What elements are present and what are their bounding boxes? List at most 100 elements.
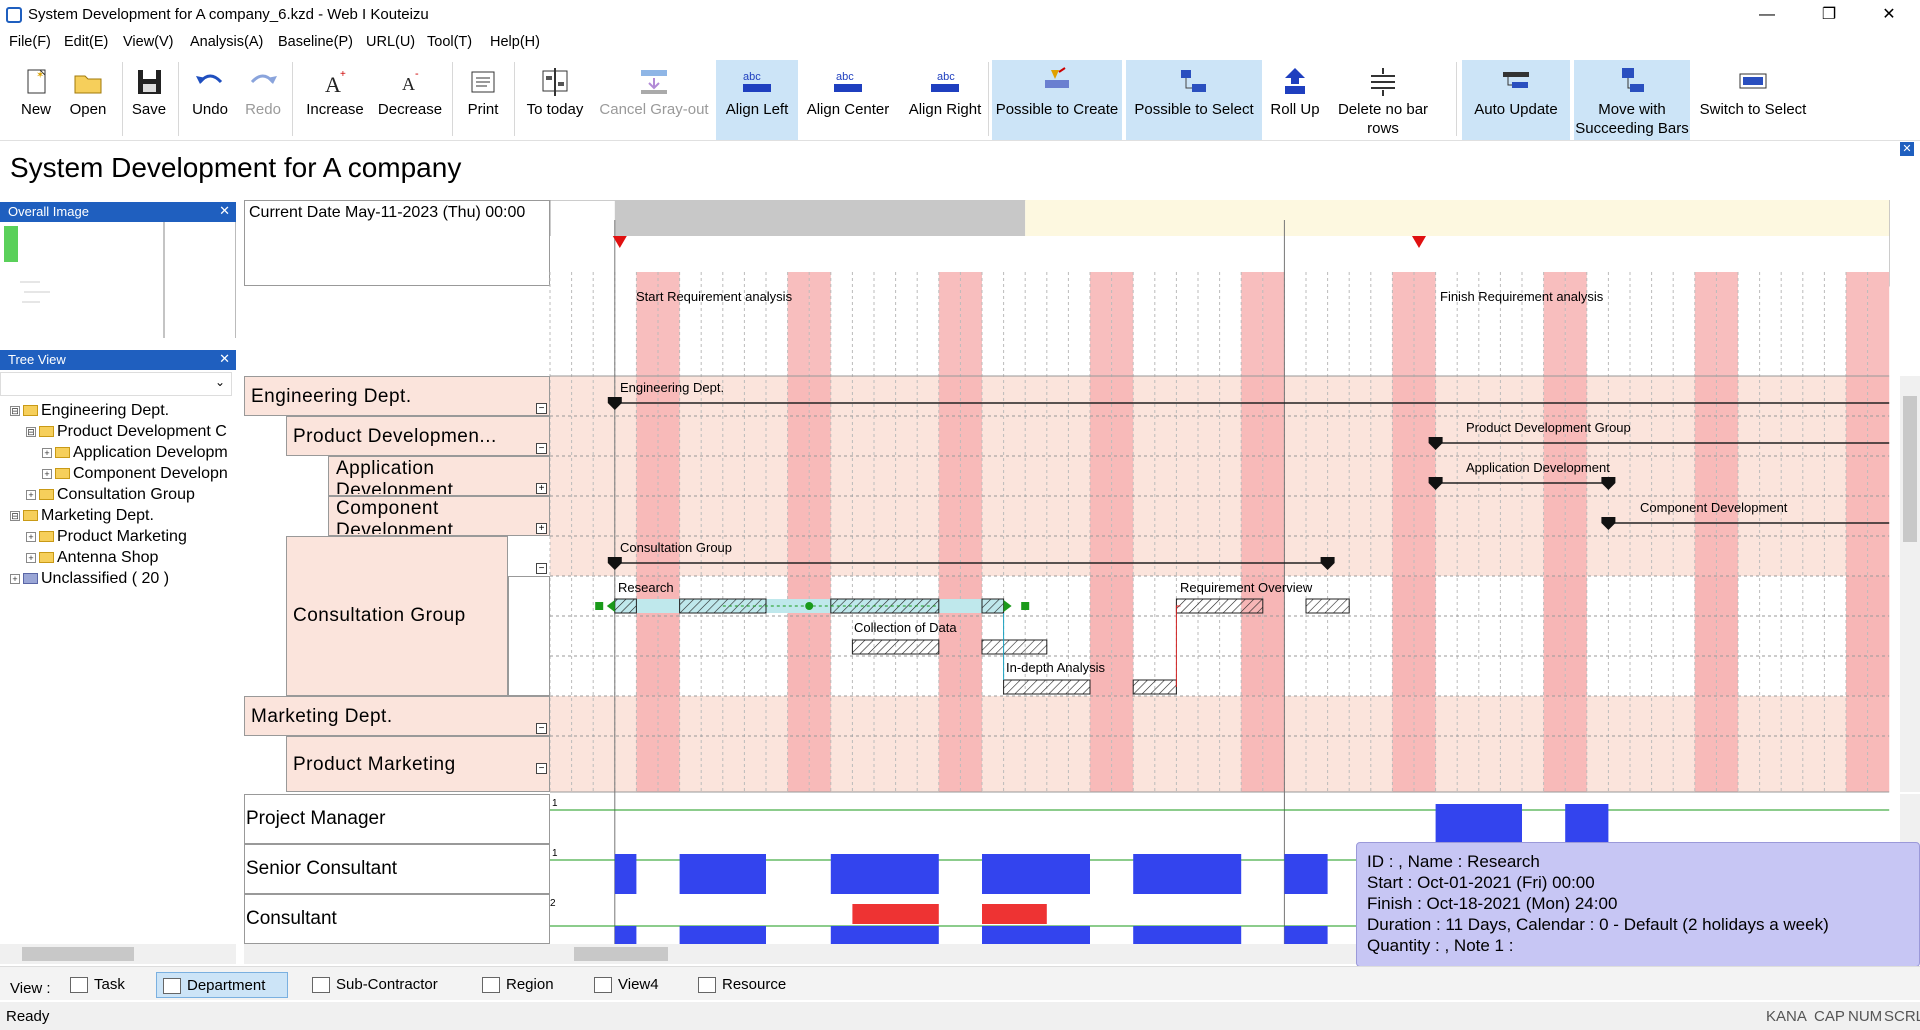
- align-left-button[interactable]: abc Align Left: [716, 60, 798, 140]
- view-tab-view4[interactable]: View4: [588, 972, 668, 998]
- minimize-button[interactable]: —: [1759, 6, 1775, 23]
- day-cell[interactable]: 31: [1262, 236, 1285, 254]
- tree-view-dropdown[interactable]: ⌄: [0, 372, 232, 396]
- day-cell[interactable]: 10: [1478, 236, 1501, 254]
- switch-to-select-button[interactable]: Switch to Select: [1692, 60, 1814, 140]
- chart-vertical-scrollbar[interactable]: [1900, 376, 1920, 792]
- open-button[interactable]: Open: [64, 60, 112, 140]
- align-center-button[interactable]: abc Align Center: [802, 60, 894, 140]
- view-tab-task[interactable]: Task: [64, 972, 144, 998]
- increase-button[interactable]: A + Increase: [300, 60, 370, 140]
- expand-icon[interactable]: +: [10, 573, 20, 584]
- menu-view[interactable]: View(V): [123, 34, 174, 50]
- expand-icon[interactable]: +: [26, 552, 36, 563]
- day-cell[interactable]: 19: [1673, 236, 1695, 254]
- day-cell[interactable]: 29: [571, 236, 594, 254]
- collapse-icon[interactable]: ⊟: [10, 405, 20, 416]
- collapse-icon[interactable]: −: [536, 563, 547, 574]
- tree-view-close-button[interactable]: ✕: [219, 351, 230, 366]
- tree-node-consultation-group[interactable]: + Consultation Group: [26, 484, 195, 505]
- day-cell[interactable]: 6: [1392, 236, 1414, 254]
- day-cell[interactable]: 7: [1414, 236, 1436, 254]
- day-cell[interactable]: 20: [1694, 236, 1717, 254]
- resource-row-consultant[interactable]: [244, 894, 550, 944]
- day-cell[interactable]: 12: [852, 236, 874, 254]
- row-consultation-group[interactable]: [286, 536, 508, 696]
- new-button[interactable]: ✶ New: [12, 60, 60, 140]
- day-cell[interactable]: 25: [1133, 236, 1155, 254]
- day-cell[interactable]: 26: [1154, 236, 1177, 254]
- day-cell[interactable]: 9: [1457, 236, 1479, 254]
- day-cell[interactable]: 11: [830, 236, 853, 254]
- day-cell[interactable]: 14: [895, 236, 918, 254]
- scroll-thumb[interactable]: [1903, 396, 1917, 542]
- day-cell[interactable]: 22: [1068, 236, 1090, 254]
- day-cell[interactable]: 13: [1543, 236, 1566, 254]
- menu-analysis[interactable]: Analysis(A): [190, 34, 264, 50]
- day-cell[interactable]: 8: [766, 236, 788, 254]
- roll-up-button[interactable]: Roll Up: [1264, 60, 1326, 140]
- tree-node-component-development[interactable]: + Component Developn: [42, 463, 228, 484]
- day-cell[interactable]: 21: [1046, 236, 1069, 254]
- day-cell[interactable]: 25: [1802, 236, 1825, 254]
- cancel-grayout-button[interactable]: Cancel Gray-out: [598, 60, 710, 140]
- to-today-button[interactable]: To today: [518, 60, 592, 140]
- day-cell[interactable]: 28: [1867, 236, 1890, 254]
- day-cell[interactable]: 10: [809, 236, 831, 254]
- day-cell[interactable]: 19: [1003, 236, 1026, 254]
- scroll-thumb[interactable]: [22, 947, 134, 961]
- view-tab-department[interactable]: Department: [156, 972, 288, 998]
- day-cell[interactable]: 17: [1630, 236, 1652, 254]
- tree-node-product-development[interactable]: ⊟ Product Development C: [26, 423, 227, 440]
- day-cell[interactable]: 28: [550, 236, 572, 254]
- tree-horizontal-scrollbar[interactable]: [0, 944, 236, 964]
- day-cell[interactable]: 28: [1198, 236, 1220, 254]
- day-cell[interactable]: 22: [1738, 236, 1760, 254]
- menu-edit[interactable]: Edit(E): [64, 34, 109, 50]
- day-cell[interactable]: 16: [938, 236, 961, 254]
- align-right-button[interactable]: abc Align Right: [898, 60, 992, 140]
- expand-icon[interactable]: +: [26, 489, 36, 500]
- row-component-development[interactable]: [328, 496, 550, 536]
- expand-icon[interactable]: +: [26, 531, 36, 542]
- collapse-icon[interactable]: ⊟: [26, 426, 36, 437]
- day-cell[interactable]: 30: [593, 236, 615, 254]
- day-cell[interactable]: 24: [1111, 236, 1134, 254]
- day-cell[interactable]: 20: [1025, 236, 1047, 254]
- scroll-thumb[interactable]: [574, 947, 668, 961]
- day-cell[interactable]: 27: [1846, 236, 1868, 254]
- row-engineering[interactable]: [244, 376, 550, 416]
- document-close-button[interactable]: ✕: [1900, 142, 1914, 156]
- day-cell[interactable]: 18: [1651, 236, 1674, 254]
- maximize-button[interactable]: ❐: [1821, 6, 1837, 23]
- day-cell[interactable]: 15: [917, 236, 939, 254]
- view-tab-sub-contractor[interactable]: Sub-Contractor: [306, 972, 450, 998]
- day-cell[interactable]: 13: [874, 236, 896, 254]
- day-cell[interactable]: 6: [722, 236, 745, 254]
- expand-icon[interactable]: +: [536, 483, 547, 494]
- day-cell[interactable]: 16: [1608, 236, 1630, 254]
- row-product-marketing[interactable]: [286, 736, 550, 792]
- day-cell[interactable]: 23: [1090, 236, 1112, 254]
- day-cell[interactable]: 2: [636, 236, 658, 254]
- tree-node-unclassified[interactable]: + Unclassified ( 20 ): [10, 568, 169, 589]
- move-with-succeeding-bars-button[interactable]: Move with Succeeding Bars: [1574, 60, 1690, 140]
- day-cell[interactable]: 3: [1327, 236, 1350, 254]
- resource-row-project-manager[interactable]: [244, 794, 550, 844]
- menu-tool[interactable]: Tool(T): [427, 34, 473, 50]
- view-tab-region[interactable]: Region: [476, 972, 566, 998]
- menu-url[interactable]: URL(U): [366, 34, 416, 50]
- day-cell[interactable]: 9: [787, 236, 810, 254]
- day-cell[interactable]: 7: [744, 236, 766, 254]
- collapse-icon[interactable]: ⊟: [10, 510, 20, 521]
- save-button[interactable]: Save: [126, 60, 172, 140]
- tree-node-antenna-shop[interactable]: + Antenna Shop: [26, 547, 158, 568]
- row-product-development[interactable]: [286, 416, 550, 456]
- menu-help[interactable]: Help(H): [490, 34, 540, 50]
- close-window-button[interactable]: ✕: [1882, 6, 1896, 23]
- day-cell[interactable]: 17: [960, 236, 982, 254]
- day-cell[interactable]: 29: [1219, 236, 1242, 254]
- row-application-development[interactable]: [328, 456, 550, 496]
- day-cell[interactable]: 30: [1241, 236, 1263, 254]
- tree-node-product-marketing[interactable]: + Product Marketing: [26, 526, 187, 547]
